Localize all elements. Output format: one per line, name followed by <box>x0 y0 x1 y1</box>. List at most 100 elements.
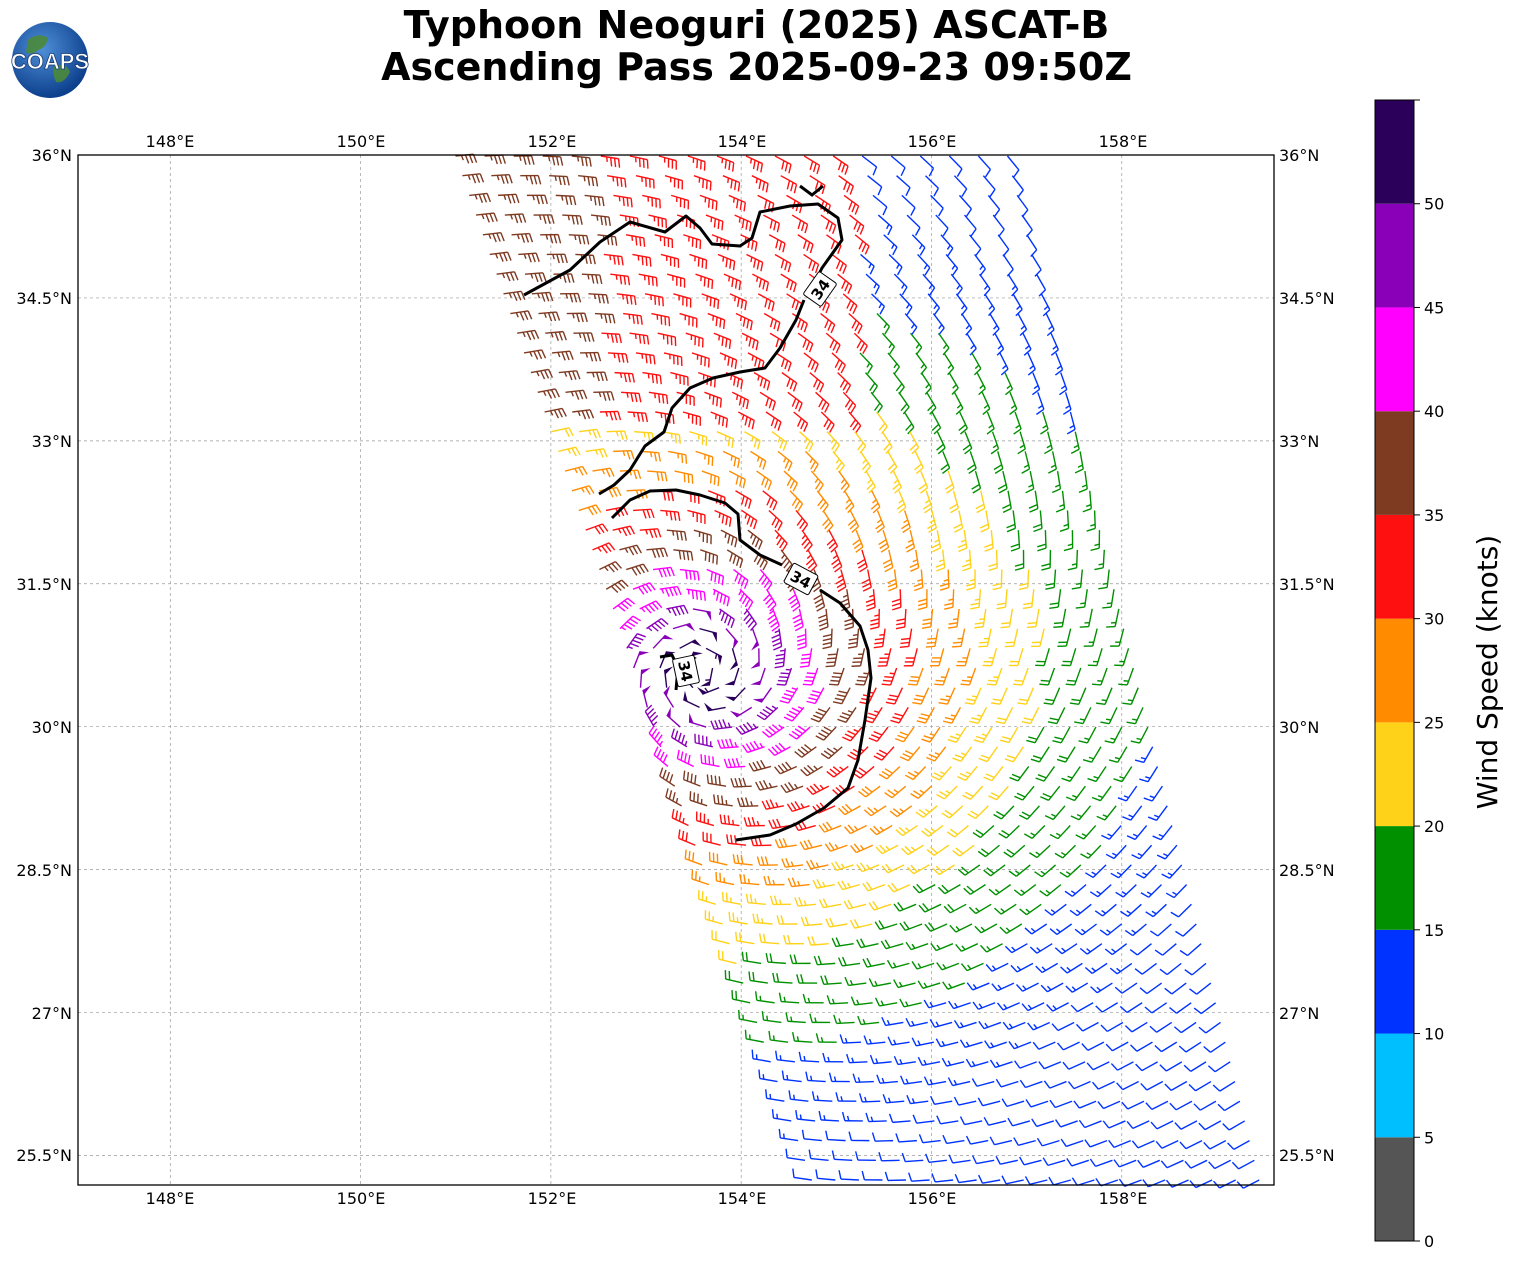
colorbar-tick-label: 0 <box>1424 1232 1434 1251</box>
wind-barb <box>1062 1061 1086 1070</box>
wind-barb <box>1035 962 1059 974</box>
wind-barb <box>1164 1080 1188 1092</box>
wind-barb <box>915 805 938 818</box>
wind-barb <box>800 764 823 777</box>
wind-barb <box>957 530 968 553</box>
wind-barb <box>875 510 885 534</box>
wind-barb <box>1021 1002 1045 1012</box>
wind-barb <box>696 686 720 695</box>
wind-barb <box>931 765 952 781</box>
wind-barb <box>642 685 651 708</box>
wind-barb <box>1154 943 1177 956</box>
wind-barb <box>491 174 513 184</box>
wind-barb <box>910 332 923 355</box>
wind-barb <box>881 332 896 355</box>
wind-barb <box>768 234 786 253</box>
wind-barb <box>750 667 766 686</box>
wind-barb <box>965 1058 989 1068</box>
wind-barb <box>861 155 878 176</box>
wind-barb <box>683 234 702 250</box>
wind-barb <box>1097 1100 1121 1110</box>
wind-barb <box>751 628 760 651</box>
lon-label-top: 156°E <box>908 132 957 151</box>
wind-barb <box>1081 1041 1105 1051</box>
wind-barb <box>504 213 527 224</box>
wind-barb <box>797 234 814 254</box>
wind-barb <box>996 589 1008 610</box>
wind-barb <box>1086 510 1096 532</box>
wind-barb <box>640 450 662 462</box>
wind-barb <box>607 352 629 363</box>
wind-barb <box>1110 628 1125 647</box>
wind-barb <box>816 490 829 513</box>
wind-barb <box>796 974 818 984</box>
wind-barb <box>912 883 936 894</box>
wind-barb <box>785 1012 806 1024</box>
wind-barb <box>627 411 649 423</box>
wind-barb <box>1089 884 1112 898</box>
wind-barb <box>674 470 694 484</box>
contour-label: 34 <box>803 271 837 307</box>
wind-barb <box>517 329 540 341</box>
wind-barb <box>996 1002 1020 1011</box>
wind-barb <box>1013 411 1022 435</box>
wind-barb <box>564 465 588 476</box>
wind-barb <box>647 470 668 482</box>
wind-barb <box>1014 785 1035 801</box>
wind-barb <box>701 293 720 309</box>
wind-barb <box>711 930 730 945</box>
contour-line <box>799 184 824 197</box>
wind-barb <box>1116 1080 1140 1091</box>
wind-barb <box>959 1039 983 1049</box>
wind-barb <box>523 349 547 360</box>
wind-barb <box>729 293 748 311</box>
lat-label-left: 34.5°N <box>16 289 72 308</box>
wind-barb <box>881 431 893 454</box>
wind-barb <box>1106 608 1120 628</box>
wind-barb <box>970 589 982 610</box>
wind-barb <box>780 549 793 572</box>
wind-barb <box>921 608 934 630</box>
wind-barb <box>915 352 928 375</box>
colorbar-tick-label: 10 <box>1424 1025 1444 1044</box>
wind-barb <box>590 214 611 227</box>
wind-barb <box>792 608 804 632</box>
wind-barb <box>993 805 1015 820</box>
wind-barb <box>717 950 737 965</box>
wind-barb <box>991 687 1008 705</box>
wind-barb <box>1013 667 1029 686</box>
wind-barb <box>956 648 971 667</box>
wind-barb <box>560 292 582 303</box>
wind-barb <box>679 639 702 649</box>
wind-barb <box>694 733 713 748</box>
wind-barb <box>503 290 526 302</box>
wind-barb <box>1035 273 1047 297</box>
colorbar-tick-label: 5 <box>1424 1128 1434 1147</box>
wind-barb <box>890 155 906 177</box>
wind-barb <box>700 667 714 687</box>
wind-barb <box>989 1059 1013 1069</box>
wind-barb <box>877 214 893 236</box>
wind-barb <box>1085 864 1107 879</box>
wind-barb <box>704 391 722 408</box>
wind-barb <box>895 608 907 630</box>
wind-barb <box>803 155 821 175</box>
wind-barb <box>837 706 857 723</box>
wind-barb <box>1008 1041 1032 1050</box>
wind-barb <box>899 293 913 316</box>
wind-barb <box>917 980 941 990</box>
wind-barb <box>723 273 742 291</box>
wind-barb <box>544 407 567 419</box>
wind-barb <box>695 811 715 827</box>
wind-barb <box>673 549 694 561</box>
wind-barb <box>1104 726 1123 744</box>
wind-barb <box>670 728 688 748</box>
wind-barb <box>990 431 1000 455</box>
wind-barb <box>1126 1120 1150 1130</box>
wind-barb <box>854 234 870 255</box>
wind-barb <box>837 372 852 394</box>
wind-barb <box>806 859 829 870</box>
wind-barb <box>856 549 868 573</box>
wind-barb <box>854 1151 876 1162</box>
wind-barb <box>989 313 1000 336</box>
